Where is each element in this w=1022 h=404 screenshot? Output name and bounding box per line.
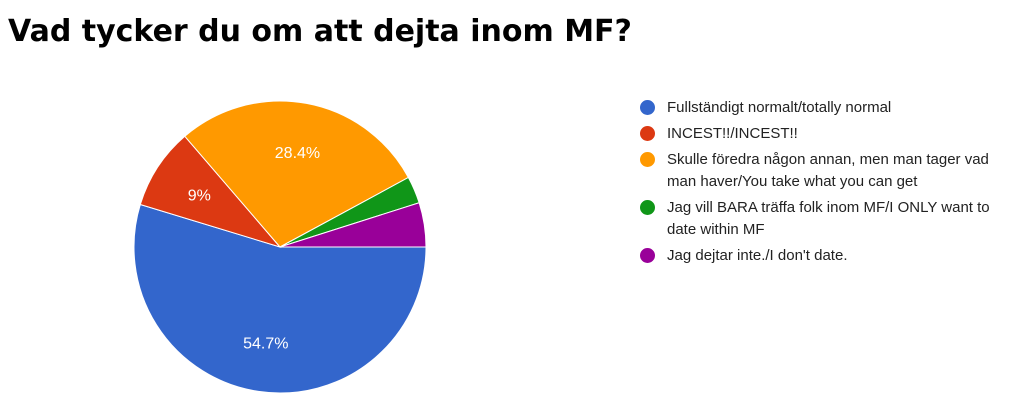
pie-slice-4 xyxy=(279,202,427,248)
legend-item-3: Jag vill BARA träffa folk inom MF/I ONLY… xyxy=(640,197,1015,241)
chart-title: Vad tycker du om att dejta inom MF? xyxy=(8,14,632,49)
legend-label-1: INCEST!!/INCEST!! xyxy=(667,125,798,142)
legend-label-4: Jag dejtar inte./I don't date. xyxy=(667,247,848,264)
legend-swatch-0 xyxy=(640,100,655,115)
pie-slice-2 xyxy=(184,100,410,248)
legend-item-1: INCEST!!/INCEST!! xyxy=(640,123,1015,145)
legend-label-0: Fullständigt normalt/totally normal xyxy=(667,99,892,116)
pie-chart: 54.7% 9% 28.4% xyxy=(133,100,427,394)
slice-value-label-0: 54.7% xyxy=(243,335,288,352)
legend-label-2: Skulle föredra någon annan, men man tage… xyxy=(667,151,989,190)
legend-swatch-1 xyxy=(640,126,655,141)
legend-item-0: Fullständigt normalt/totally normal xyxy=(640,97,1015,119)
legend-label-3: Jag vill BARA träffa folk inom MF/I ONLY… xyxy=(667,199,990,238)
slice-value-label-1: 9% xyxy=(188,187,211,204)
legend-swatch-2 xyxy=(640,152,655,167)
legend-item-4: Jag dejtar inte./I don't date. xyxy=(640,245,1015,267)
legend-swatch-4 xyxy=(640,248,655,263)
pie-slice-1 xyxy=(139,135,282,248)
legend-swatch-3 xyxy=(640,200,655,215)
slice-value-label-2: 28.4% xyxy=(275,145,320,162)
pie-slice-0 xyxy=(133,203,427,394)
legend-item-2: Skulle föredra någon annan, men man tage… xyxy=(640,149,1015,193)
legend: Fullständigt normalt/totally normal INCES… xyxy=(640,97,1015,271)
